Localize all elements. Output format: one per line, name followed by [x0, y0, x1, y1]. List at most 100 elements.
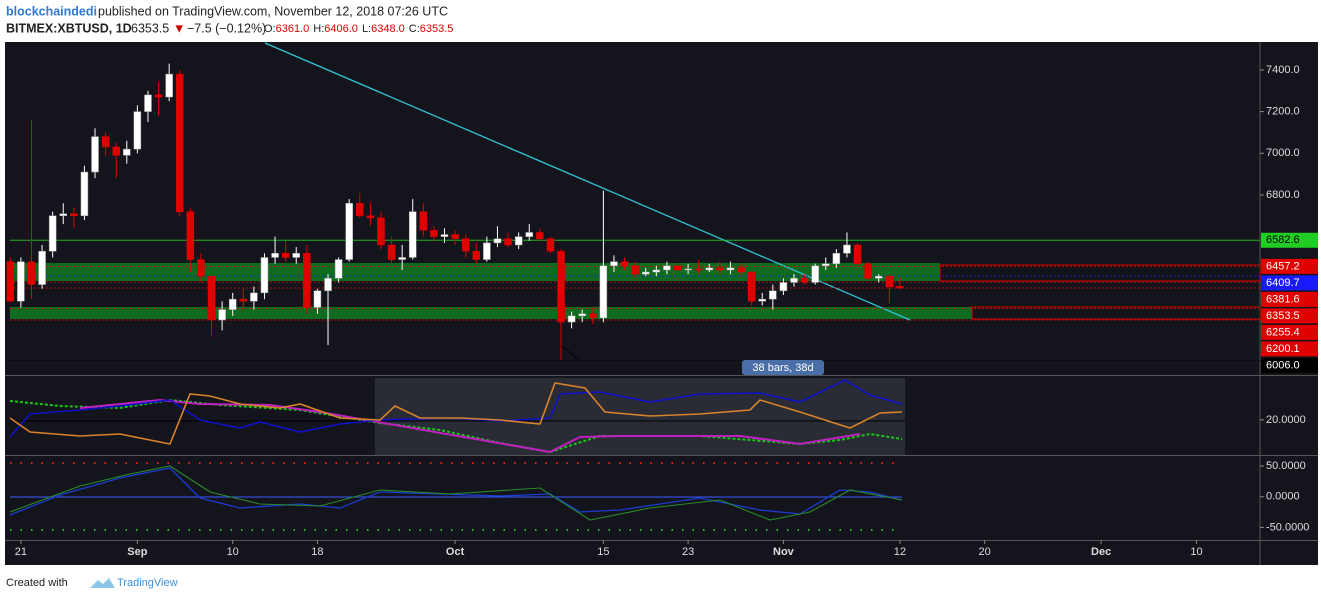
zone-outline [971, 306, 1261, 320]
candle-body [6, 261, 15, 302]
zone [10, 263, 940, 281]
trend-line [264, 42, 911, 321]
chart-bg [5, 42, 1318, 565]
brand-logo [90, 578, 115, 588]
candle-body [228, 298, 237, 310]
x-tick-label: 10 [227, 546, 239, 558]
candle-body [197, 259, 205, 277]
candle-body [218, 309, 226, 321]
x-tick-label: Dec [1091, 546, 1111, 558]
candle-body [705, 267, 714, 271]
ohlc-label: C: [409, 23, 420, 35]
candle-body [324, 278, 332, 292]
candle-body [154, 94, 163, 98]
candle-body [493, 238, 502, 244]
level-tag [1261, 275, 1318, 291]
candle-body [822, 263, 830, 267]
ohlc-label: O: [264, 23, 276, 35]
change: −7.5 (−0.12%) [187, 21, 266, 35]
candle-body [144, 94, 152, 112]
candle-body [504, 238, 512, 246]
symbol: BITMEX:XBTUSD, 1D [6, 21, 132, 35]
level-tag-label: 6255.4 [1266, 326, 1300, 338]
candle-body [758, 298, 766, 302]
x-tick-label: 15 [597, 546, 609, 558]
author[interactable]: blockchaindedi [6, 4, 97, 18]
candle-body [589, 313, 597, 319]
candle-body [112, 146, 120, 156]
candle-body [70, 213, 78, 217]
candle-body [292, 253, 300, 258]
candle-body [694, 268, 703, 271]
candle-body [101, 136, 110, 148]
candle-body [525, 232, 533, 237]
candle-body [356, 203, 364, 217]
y-tick-label: 6800.0 [1266, 189, 1300, 201]
candle-body [186, 211, 195, 260]
level-tag-label: 6381.6 [1266, 293, 1300, 305]
level-tag [1261, 232, 1318, 248]
candle-body [832, 253, 841, 264]
level-tag [1261, 357, 1318, 373]
candle-body [737, 267, 745, 273]
candle-body [716, 267, 724, 271]
candle-body [133, 111, 142, 150]
x-tick-label: Nov [773, 546, 795, 558]
level-tag [1261, 341, 1318, 357]
candle-body [578, 313, 586, 317]
candle-body [123, 148, 131, 156]
candle-body [165, 73, 173, 98]
x-tick-label: 23 [682, 546, 694, 558]
candle-body [313, 290, 322, 308]
candle-body [599, 265, 608, 319]
pane-tick-label: 50.0000 [1266, 460, 1306, 472]
pane-tick-label: -50.0000 [1266, 521, 1309, 533]
level-tag-label: 6582.6 [1266, 234, 1300, 246]
candle-body [536, 232, 544, 239]
level-tag-label: 6353.5 [1266, 310, 1300, 322]
candle-body [652, 269, 661, 273]
candle-body [790, 278, 798, 283]
ohlc-value: 6348.0 [371, 23, 405, 35]
x-tick-label: 12 [894, 546, 906, 558]
candle-body [461, 238, 470, 252]
indicator-line [9, 382, 903, 445]
ohlc-value: 6406.0 [324, 23, 358, 35]
brand[interactable]: TradingView [117, 577, 178, 589]
candle-body [80, 171, 89, 217]
candle-body [408, 211, 417, 258]
candle-body [260, 257, 269, 294]
candle-body [472, 250, 481, 260]
candle-body [853, 244, 862, 264]
indicator-line [9, 465, 903, 521]
level-tag-label: 6409.7 [1266, 277, 1300, 289]
candle-body [684, 268, 692, 271]
candle-body [673, 265, 682, 271]
y-tick-label: 7200.0 [1266, 106, 1300, 118]
created-with: Created with [6, 577, 68, 589]
candle-body [281, 253, 290, 258]
candle-body [610, 261, 618, 267]
candle-body [175, 73, 184, 212]
candle-body [207, 275, 216, 321]
published: published on TradingView.com, November 1… [98, 4, 448, 18]
candle-body [250, 292, 258, 302]
candle-body [345, 203, 353, 260]
x-tick-label: 21 [15, 546, 27, 558]
candle-body [366, 215, 375, 219]
level-tag-label: 6006.0 [1266, 359, 1300, 371]
candle-body [387, 244, 396, 260]
candle-body [419, 211, 428, 231]
candle-body [59, 213, 67, 217]
candle-body [641, 271, 650, 275]
candle-body [48, 215, 57, 252]
pane-tick-label: 0.0000 [1266, 491, 1300, 503]
candle-body [874, 275, 883, 279]
zone [10, 307, 972, 319]
x-tick-label: Oct [446, 546, 465, 558]
candle-body [800, 278, 809, 283]
range-badge [742, 360, 824, 375]
candle-body [631, 265, 639, 275]
candle-body [38, 250, 46, 285]
